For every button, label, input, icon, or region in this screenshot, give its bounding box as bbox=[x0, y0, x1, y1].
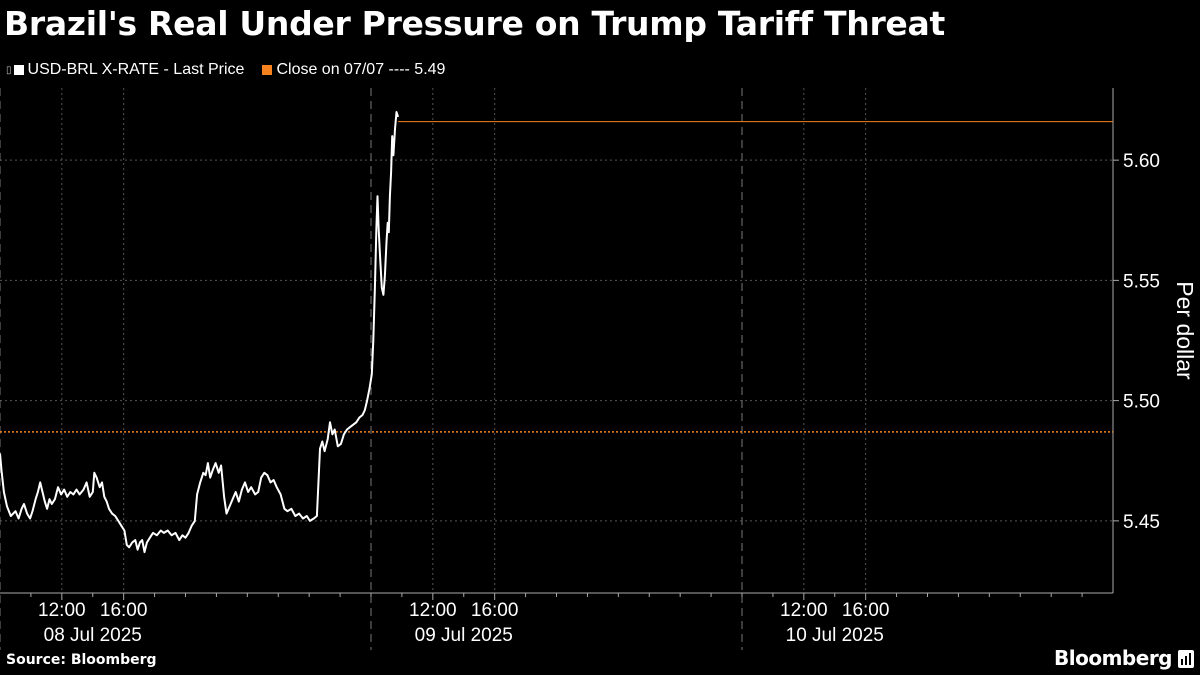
y-tick-label: 5.50 bbox=[1123, 392, 1160, 413]
chart-title: Brazil's Real Under Pressure on Trump Ta… bbox=[4, 4, 945, 43]
x-tick-label: 12:00 bbox=[409, 600, 457, 621]
y-tick-label: 5.55 bbox=[1123, 271, 1160, 292]
source-note: Source: Bloomberg bbox=[6, 652, 157, 668]
x-tick-label: 16:00 bbox=[100, 600, 148, 621]
legend-marker-icon: ▯ bbox=[6, 64, 12, 76]
y-tick-label: 5.60 bbox=[1123, 151, 1160, 172]
x-tick-label: 12:00 bbox=[38, 600, 86, 621]
legend: ▯ USD-BRL X-RATE - Last Price Close on 0… bbox=[6, 61, 463, 79]
x-date-label: 08 Jul 2025 bbox=[44, 625, 142, 646]
legend-label-last-price: USD-BRL X-RATE - Last Price bbox=[27, 61, 245, 78]
y-axis-label: Per dollar bbox=[1172, 281, 1198, 380]
legend-item-last-price: ▯ USD-BRL X-RATE - Last Price bbox=[6, 61, 244, 79]
x-tick-label: 16:00 bbox=[471, 600, 519, 621]
y-tick-label: 5.45 bbox=[1123, 512, 1160, 533]
x-tick-label: 12:00 bbox=[780, 600, 828, 621]
x-tick-label: 16:00 bbox=[842, 600, 890, 621]
brand-logo: Bloomberg bbox=[1054, 646, 1172, 670]
legend-swatch-last-price bbox=[13, 65, 24, 75]
legend-item-close: Close on 07/07 ---- 5.49 bbox=[262, 61, 445, 79]
legend-label-close: Close on 07/07 ---- 5.49 bbox=[276, 61, 446, 78]
x-date-label: 10 Jul 2025 bbox=[786, 625, 884, 646]
legend-swatch-close bbox=[262, 65, 273, 75]
x-date-label: 09 Jul 2025 bbox=[415, 625, 513, 646]
series-line-usd-brl bbox=[0, 111, 400, 554]
bloomberg-chart-icon bbox=[1178, 650, 1194, 668]
